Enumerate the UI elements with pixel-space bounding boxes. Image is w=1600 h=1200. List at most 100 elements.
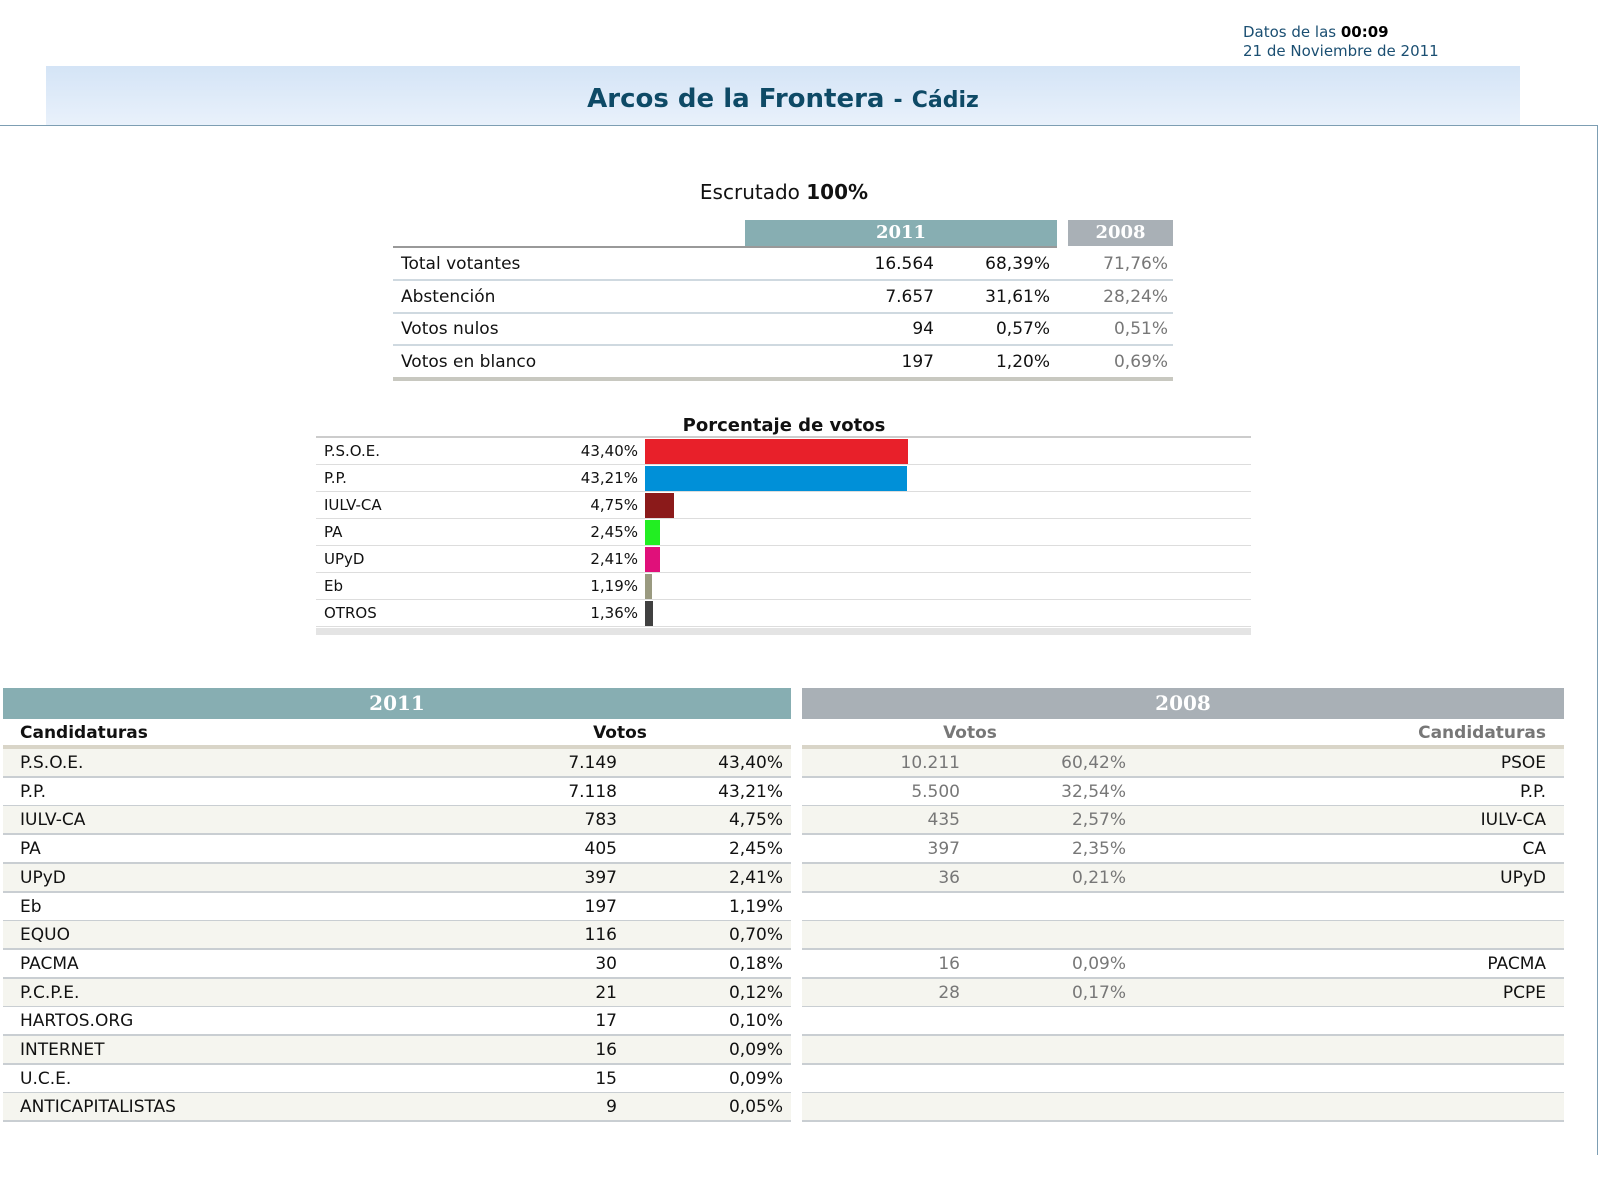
prev-votes: 16 bbox=[938, 953, 960, 974]
row-bg bbox=[802, 978, 1564, 1007]
row-bg bbox=[3, 1036, 791, 1064]
prev-votes: 397 bbox=[927, 839, 960, 860]
row-bg bbox=[3, 835, 791, 864]
row-rule bbox=[3, 833, 791, 836]
row-rule bbox=[802, 833, 1564, 836]
summary-count: 197 bbox=[901, 351, 934, 372]
party: HARTOS.ORG bbox=[20, 1011, 134, 1032]
pct: 2,45% bbox=[728, 839, 783, 860]
chart-category: P.S.O.E. bbox=[324, 442, 380, 460]
pct: 0,70% bbox=[728, 925, 783, 946]
header-vrule bbox=[1597, 125, 1598, 1155]
chart-category: UPyD bbox=[324, 550, 365, 568]
row-bg bbox=[3, 978, 791, 1007]
votes: 405 bbox=[584, 839, 617, 860]
prev-pct: 32,54% bbox=[1061, 781, 1126, 802]
prev-votes: 435 bbox=[927, 810, 960, 831]
row-rule bbox=[3, 948, 791, 951]
chart-row-rule bbox=[316, 464, 1251, 465]
chart-value-label: 43,40% bbox=[580, 442, 638, 460]
row-bg bbox=[802, 777, 1564, 806]
summary-count: 16.564 bbox=[874, 254, 934, 274]
votes: 15 bbox=[595, 1068, 617, 1089]
title-band bbox=[46, 66, 1520, 125]
prev-pct: 0,21% bbox=[1071, 867, 1126, 888]
summary-rule bbox=[393, 246, 1057, 248]
summary-prev-pct: 71,76% bbox=[1103, 254, 1168, 274]
row-rule bbox=[3, 890, 791, 893]
summary-prev-pct: 0,51% bbox=[1113, 319, 1168, 339]
prev-party: PACMA bbox=[1487, 953, 1546, 974]
row-bg bbox=[3, 777, 791, 806]
summary-label: Votos nulos bbox=[401, 319, 499, 339]
row-bg bbox=[802, 835, 1564, 864]
col-parties: Candidaturas bbox=[20, 723, 148, 743]
party: U.C.E. bbox=[20, 1068, 72, 1089]
province: Cádiz bbox=[911, 88, 979, 113]
row-rule bbox=[393, 344, 1173, 346]
chart-category: OTROS bbox=[324, 604, 377, 622]
pct: 0,09% bbox=[728, 1040, 783, 1060]
pct: 0,18% bbox=[728, 953, 783, 974]
chart-row-rule bbox=[316, 545, 1251, 546]
bar bbox=[645, 520, 660, 545]
row-rule bbox=[3, 862, 791, 865]
row-bg bbox=[3, 1007, 791, 1036]
row-rule bbox=[3, 1034, 791, 1037]
summary-label: Total votantes bbox=[401, 254, 521, 274]
row-bg bbox=[802, 863, 1564, 892]
row-bg bbox=[802, 749, 1564, 777]
summary-label: Abstención bbox=[401, 286, 496, 307]
row-bg bbox=[3, 921, 791, 950]
pct: 0,09% bbox=[728, 1068, 783, 1089]
time-prefix: Datos de las bbox=[1243, 23, 1337, 41]
col-prev-votes: Votos bbox=[943, 723, 997, 743]
results-prev-head-rule bbox=[802, 745, 1564, 749]
row-rule bbox=[802, 1120, 1564, 1123]
chart-value-label: 43,21% bbox=[580, 469, 638, 487]
pct: 0,05% bbox=[728, 1097, 783, 1118]
votes: 30 bbox=[595, 953, 617, 974]
scrutiny-label: Escrutado bbox=[699, 180, 800, 204]
row-bg bbox=[802, 1007, 1564, 1036]
summary-count: 94 bbox=[912, 319, 934, 339]
row-rule bbox=[3, 976, 791, 979]
party: EQUO bbox=[20, 925, 70, 946]
row-bg bbox=[3, 749, 791, 777]
row-bg bbox=[802, 1093, 1564, 1122]
row-rule bbox=[393, 279, 1173, 281]
row-bg bbox=[802, 921, 1564, 950]
row-rule bbox=[802, 776, 1564, 778]
col-prev-parties: Candidaturas bbox=[1418, 723, 1546, 743]
chart-row-rule bbox=[316, 626, 1251, 627]
votes: 16 bbox=[595, 1040, 617, 1060]
votes: 783 bbox=[584, 810, 617, 831]
prev-party: PCPE bbox=[1502, 982, 1546, 1003]
chart-title: Porcentaje de votos bbox=[682, 415, 886, 436]
row-rule bbox=[393, 311, 1173, 314]
separator: - bbox=[893, 88, 903, 113]
votes: 397 bbox=[584, 867, 617, 888]
pct: 2,41% bbox=[728, 867, 783, 888]
row-rule bbox=[3, 1120, 791, 1123]
row-rule bbox=[3, 1005, 791, 1008]
bar bbox=[645, 547, 660, 572]
row-bg bbox=[802, 1036, 1564, 1064]
prev-party: IULV-CA bbox=[1480, 810, 1546, 831]
summary-count: 7.657 bbox=[885, 286, 934, 307]
chart-value-label: 2,41% bbox=[590, 550, 638, 568]
row-bg bbox=[802, 806, 1564, 835]
results-head-rule bbox=[3, 745, 791, 749]
row-bg bbox=[3, 863, 791, 892]
header-rule bbox=[0, 125, 1598, 126]
row-bg bbox=[3, 892, 791, 921]
summary-label: Votos en blanco bbox=[401, 351, 537, 372]
prev-votes: 28 bbox=[938, 982, 960, 1003]
votes: 9 bbox=[606, 1097, 617, 1118]
row-rule bbox=[802, 862, 1564, 865]
chart-bottom-rule bbox=[316, 628, 1251, 635]
bar bbox=[645, 574, 653, 599]
votes: 116 bbox=[584, 925, 617, 946]
scrutiny: Escrutado 100% bbox=[584, 180, 984, 204]
